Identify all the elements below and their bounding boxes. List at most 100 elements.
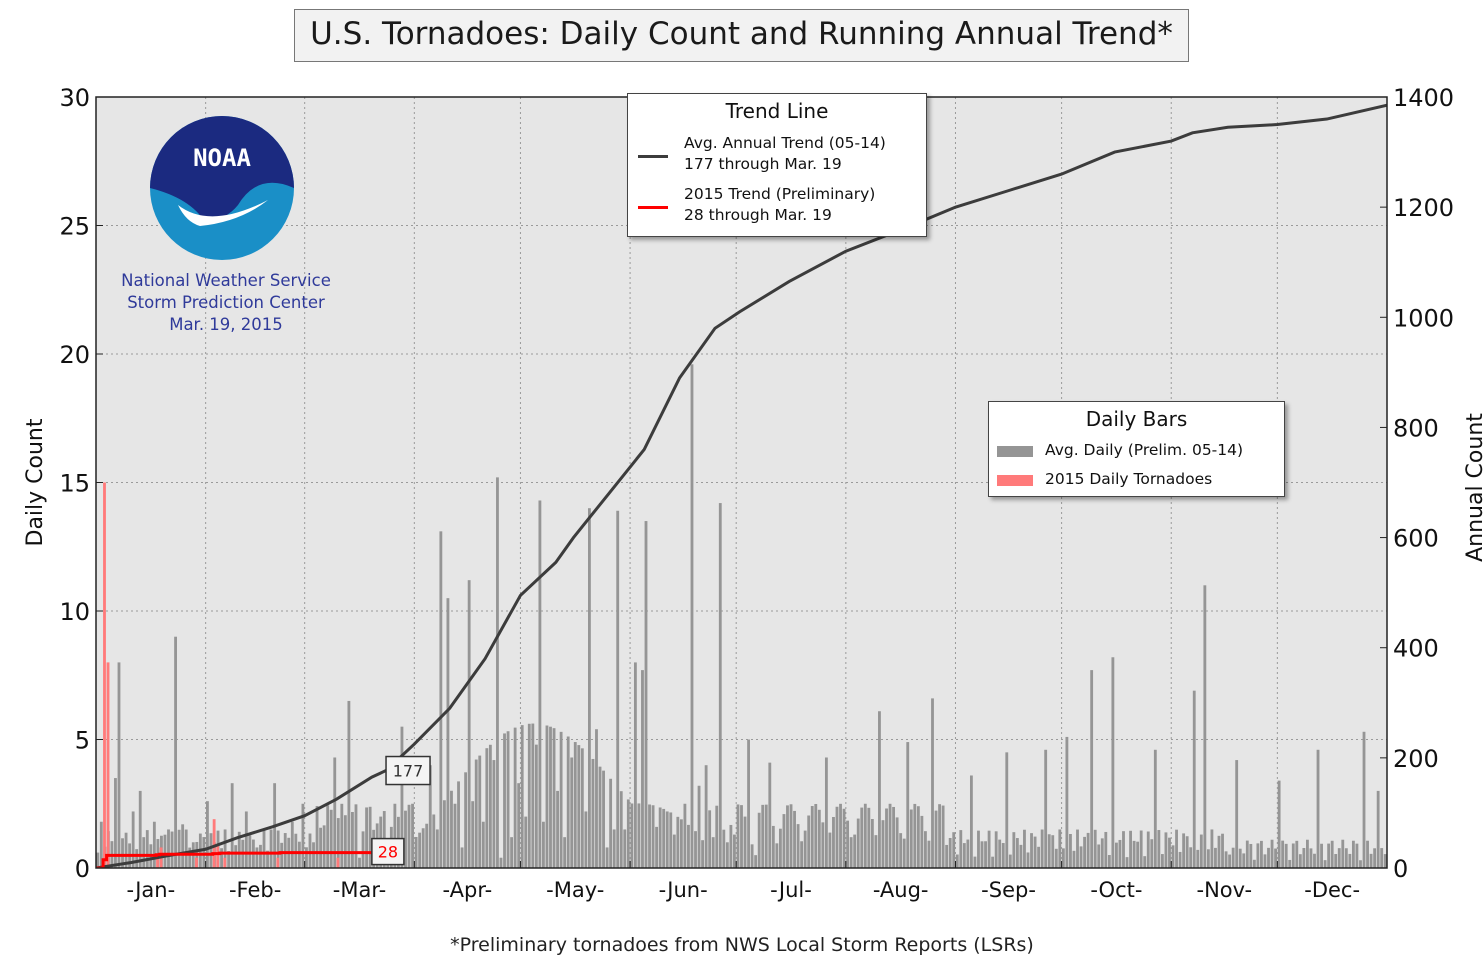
avg-daily-bar [114,778,117,868]
avg-daily-bar [1150,839,1154,868]
avg-daily-bar [1302,848,1306,868]
avg-daily-bar [591,758,595,868]
avg-daily-bar [174,636,177,868]
avg-daily-bar [1306,839,1309,868]
avg-daily-bar [573,742,577,868]
bar-2015-entry: 2015 Daily Tornadoes [1045,470,1213,488]
avg-daily-bar [464,772,468,868]
avg-daily-bar [1210,829,1214,868]
avg-daily-bar [1125,857,1129,868]
avg-daily-bar [669,812,673,868]
avg-daily-bar [1026,852,1030,868]
avg-daily-bar [881,820,885,868]
avg-daily-bar [711,837,715,868]
avg-daily-bar [1086,832,1090,868]
avg-daily-bar [920,815,924,868]
avg-daily-bar [1143,856,1147,868]
trend-2015-line2: 28 through Mar. 19 [684,206,832,224]
avg-daily-bar [1196,849,1200,868]
avg-daily-bar [800,841,804,868]
avg-daily-bar [542,821,545,868]
trend-avg-swatch [638,155,668,158]
trend-avg-line [96,103,1387,868]
avg-daily-bar [1351,840,1355,868]
avg-daily-bar [587,508,591,868]
avg-daily-bar [641,670,644,868]
avg-daily-bar [223,829,227,868]
daily-2015-bar [106,662,110,868]
avg-daily-bar [945,844,949,868]
month-label: -Dec- [1304,878,1360,902]
avg-daily-bar [570,757,574,868]
avg-daily-bar [428,765,432,868]
avg-daily-bar [1330,840,1334,868]
avg-daily-bar [690,364,694,868]
avg-daily-bar [1023,829,1026,868]
avg-daily-bar [899,833,903,868]
avg-daily-bar [152,821,156,868]
avg-daily-bar [998,839,1002,868]
avg-daily-bar [1175,829,1178,868]
avg-bar-swatch [997,446,1033,457]
avg-daily-bar [209,833,213,868]
avg-daily-bar [1100,838,1104,868]
avg-daily-bar [496,477,499,868]
avg-daily-bar [177,829,181,868]
avg-daily-bar [1245,840,1249,868]
avg-daily-bar [481,821,485,868]
trend-avg-annotation: 177 [393,762,424,781]
avg-daily-bar [124,832,128,868]
avg-daily-bar [1235,760,1239,868]
chart-title: U.S. Tornadoes: Daily Count and Running … [294,9,1189,62]
avg-daily-bar [651,805,655,868]
avg-daily-bar [1157,830,1161,868]
avg-daily-bar [609,778,613,868]
avg-daily-bar [492,760,496,868]
avg-daily-bar [312,842,315,868]
avg-daily-bar [648,804,651,868]
avg-daily-bar [824,757,828,868]
avg-daily-bar [1199,834,1203,868]
avg-daily-bar [1369,853,1373,868]
avg-daily-bar [329,809,333,868]
avg-daily-bar [1206,849,1210,868]
noaa-logo: NOAA [150,116,294,260]
avg-daily-bar [1008,854,1012,868]
avg-daily-bar [117,662,121,868]
avg-daily-bar [393,803,397,868]
avg-daily-bar [778,828,782,868]
avg-daily-bar [1005,752,1009,868]
avg-daily-bar [1076,829,1079,868]
avg-daily-bar [1083,836,1087,868]
avg-daily-bar [220,848,223,868]
trend-2015-swatch [638,206,668,209]
avg-daily-bar [538,500,542,868]
avg-daily-bar [138,790,142,868]
avg-daily-bar [527,723,531,868]
avg-daily-bar [170,831,174,868]
avg-daily-bar [1228,854,1232,868]
avg-daily-bar [733,834,736,868]
avg-daily-bar [846,820,850,868]
avg-daily-bar [948,837,952,868]
avg-daily-bar [757,812,761,868]
avg-daily-bar [1192,690,1196,868]
avg-daily-bar [1323,860,1327,868]
avg-daily-bar [266,850,269,868]
avg-daily-bar [1146,831,1150,868]
avg-daily-bar [545,725,549,868]
avg-daily-bar [655,826,659,868]
avg-daily-bar [559,731,563,868]
avg-daily-bar [1129,830,1132,868]
avg-daily-bar [665,811,669,868]
y2-tick-label: 400 [1393,635,1439,663]
trend-2015-line1: 2015 Trend (Preliminary) [684,185,876,203]
trend-legend: Trend Line Avg. Annual Trend (05-14) 177… [627,93,927,237]
avg-daily-bar [315,805,319,868]
daily-2015-bar [216,844,220,868]
avg-daily-bar [1065,736,1069,868]
avg-daily-bar [520,725,524,868]
avg-daily-bar [439,531,443,868]
avg-daily-bar [503,733,506,868]
avg-daily-bar [351,811,354,868]
